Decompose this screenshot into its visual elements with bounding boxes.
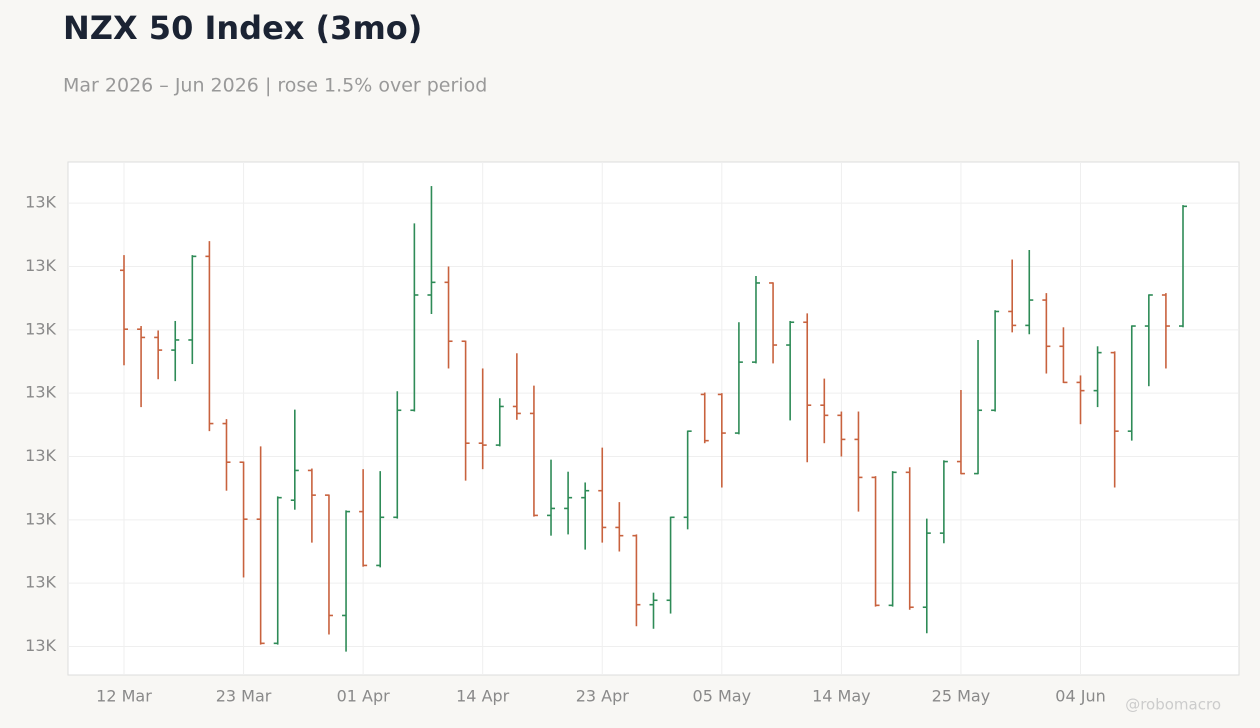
x-tick-label: 14 Apr [456, 687, 510, 706]
chart-title: NZX 50 Index (3mo) [63, 9, 422, 47]
y-tick-label: 13K [25, 193, 56, 212]
x-tick-label: 01 Apr [337, 687, 391, 706]
x-tick-label: 23 Apr [576, 687, 630, 706]
y-tick-label: 13K [25, 256, 56, 275]
chart-subtitle: Mar 2026 – Jun 2026 | rose 1.5% over per… [63, 75, 487, 97]
watermark: @robomacro [1125, 696, 1221, 714]
x-tick-label: 05 May [693, 687, 752, 706]
y-tick-label: 13K [25, 383, 56, 402]
x-tick-label: 14 May [812, 687, 871, 706]
x-tick-label: 25 May [932, 687, 991, 706]
y-tick-label: 13K [25, 319, 56, 338]
y-tick-label: 13K [25, 509, 56, 528]
y-tick-label: 13K [25, 573, 56, 592]
x-tick-label: 23 Mar [216, 687, 272, 706]
plot-area [67, 161, 1240, 676]
y-tick-label: 13K [25, 446, 56, 465]
y-tick-label: 13K [25, 636, 56, 655]
x-tick-label: 04 Jun [1055, 687, 1105, 706]
x-tick-label: 12 Mar [96, 687, 152, 706]
